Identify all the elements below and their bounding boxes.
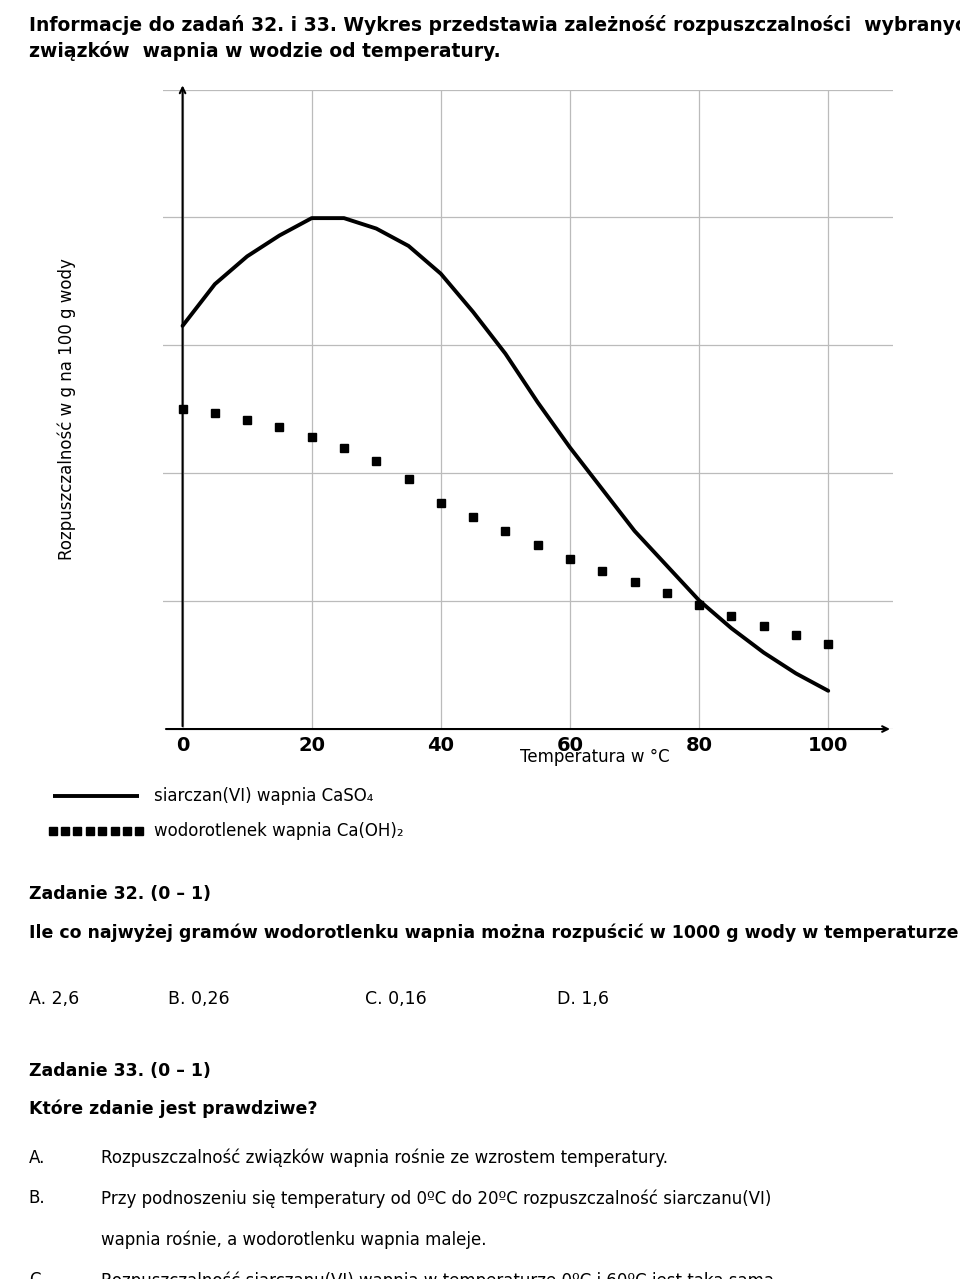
- Text: związków  wapnia w wodzie od temperatury.: związków wapnia w wodzie od temperatury.: [29, 41, 500, 61]
- Text: A. 2,6: A. 2,6: [29, 990, 79, 1008]
- Text: C. 0,16: C. 0,16: [365, 990, 426, 1008]
- Text: Które zdanie jest prawdziwe?: Które zdanie jest prawdziwe?: [29, 1100, 318, 1118]
- Text: Przy podnoszeniu się temperatury od 0ºC do 20ºC rozpuszczalność siarczanu(VI): Przy podnoszeniu się temperatury od 0ºC …: [101, 1189, 771, 1207]
- Text: siarczan(VI) wapnia CaSO₄: siarczan(VI) wapnia CaSO₄: [154, 787, 373, 804]
- Text: A.: A.: [29, 1149, 45, 1166]
- Text: B.: B.: [29, 1189, 45, 1207]
- Text: Zadanie 32. (0 – 1): Zadanie 32. (0 – 1): [29, 885, 211, 903]
- Text: C.: C.: [29, 1271, 45, 1279]
- Text: Informacje do zadań 32. i 33. Wykres przedstawia zależność rozpuszczalności  wyb: Informacje do zadań 32. i 33. Wykres prz…: [29, 15, 960, 36]
- Text: B. 0,26: B. 0,26: [168, 990, 229, 1008]
- Text: wodorotlenek wapnia Ca(OH)₂: wodorotlenek wapnia Ca(OH)₂: [154, 822, 403, 840]
- Text: Ile co najwyżej gramów wodorotlenku wapnia można rozpuścić w 1000 g wody w tempe: Ile co najwyżej gramów wodorotlenku wapn…: [29, 923, 960, 941]
- Text: Rozpuszczalność związków wapnia rośnie ze wzrostem temperatury.: Rozpuszczalność związków wapnia rośnie z…: [101, 1149, 668, 1166]
- Text: Rozpuszczalność siarczanu(VI) wapnia w temperaturze 0ºC i 60ºC jest taka sama.: Rozpuszczalność siarczanu(VI) wapnia w t…: [101, 1271, 780, 1279]
- Text: Temperatura w °C: Temperatura w °C: [520, 748, 670, 766]
- Text: wapnia rośnie, a wodorotlenku wapnia maleje.: wapnia rośnie, a wodorotlenku wapnia mal…: [101, 1230, 487, 1248]
- Text: Zadanie 33. (0 – 1): Zadanie 33. (0 – 1): [29, 1062, 210, 1079]
- Text: D. 1,6: D. 1,6: [557, 990, 609, 1008]
- Text: Rozpuszczalność w g na 100 g wody: Rozpuszczalność w g na 100 g wody: [57, 258, 76, 560]
